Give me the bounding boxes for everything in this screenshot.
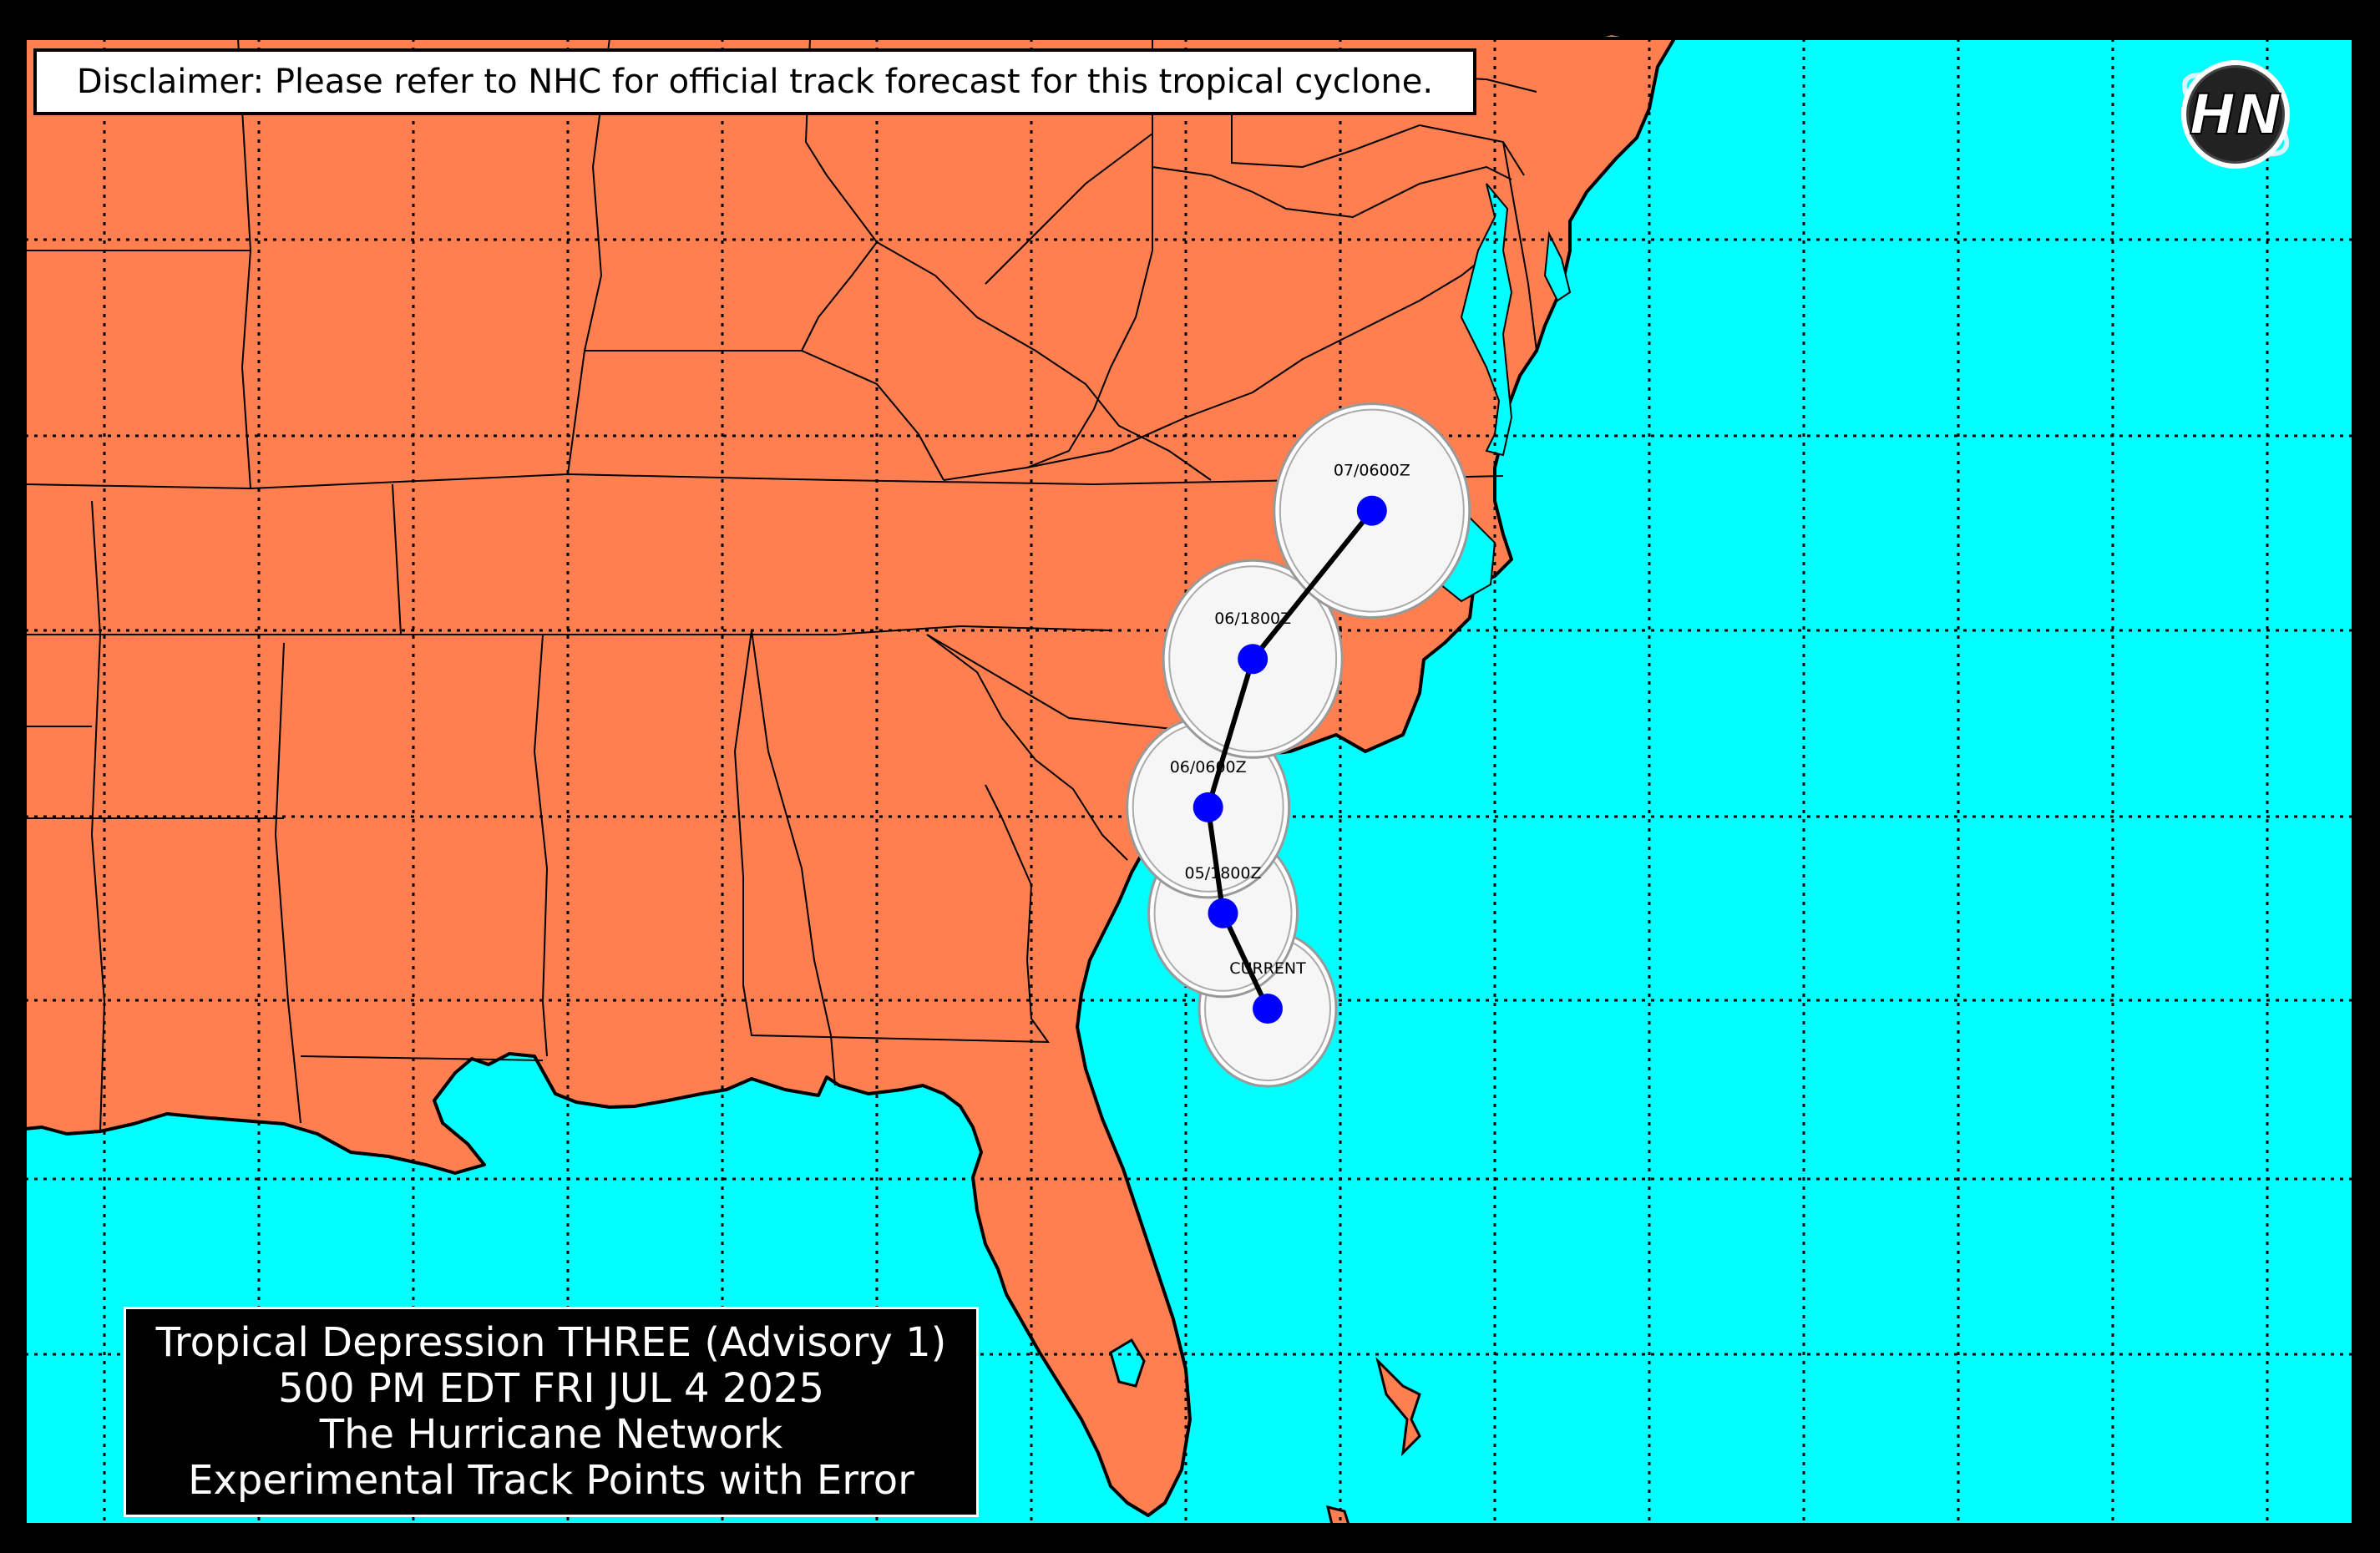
track-point-label: 05/1800Z [1185, 864, 1262, 883]
track-point [1253, 994, 1283, 1024]
track-points: CURRENT 05/1800Z 06/0600Z 06/1800Z 07/0600Z [1170, 462, 1410, 1024]
track-point-label: 06/1800Z [1214, 610, 1291, 628]
lake-okeechobee [1109, 1338, 1146, 1388]
advisory-time: 500 PM EDT FRI JUL 4 2025 [278, 1365, 824, 1412]
product-description: Experimental Track Points with Error [188, 1457, 914, 1504]
chesapeake-bay [1460, 183, 1513, 457]
track-point [1193, 792, 1223, 822]
delaware-bay [1543, 230, 1572, 302]
track-point-label: CURRENT [1229, 959, 1306, 978]
land-mass [23, 32, 1676, 1517]
logo-text: HN [2190, 83, 2281, 147]
disclaimer-banner: Disclaimer: Please refer to NHC for offi… [33, 48, 1476, 115]
hn-logo: HN [2181, 60, 2290, 169]
storm-title-box: Tropical Depression THREE (Advisory 1) 5… [124, 1307, 979, 1517]
track-point [1356, 495, 1387, 526]
track-point [1238, 644, 1268, 675]
storm-name: Tropical Depression THREE (Advisory 1) [155, 1319, 947, 1366]
state-borders [24, 38, 1537, 1132]
bahamas-island [1375, 1357, 1421, 1457]
track-point-label: 06/0600Z [1170, 758, 1247, 776]
track-point [1208, 898, 1238, 928]
track-point-label: 07/0600Z [1334, 462, 1410, 480]
gridlines [25, 38, 2353, 1525]
map-frame [23, 37, 2355, 1526]
organization: The Hurricane Network [319, 1411, 783, 1458]
